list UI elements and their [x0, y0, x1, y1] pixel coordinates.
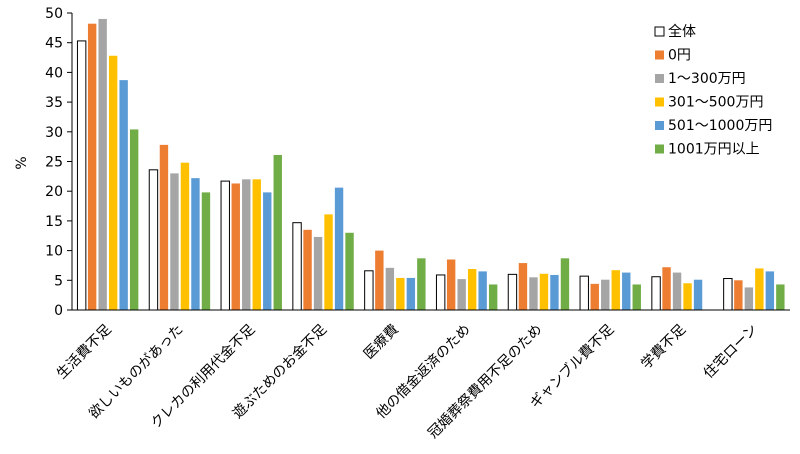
bar-3-10 [744, 287, 754, 310]
bar-6-5 [417, 258, 426, 310]
y-tick-label: 5 [54, 273, 63, 289]
legend-label: 0円 [668, 48, 691, 64]
bar-4-9 [683, 283, 692, 310]
bar-3-8 [601, 279, 610, 310]
bar-1-5 [364, 270, 374, 311]
legend-label: 1001万円以上 [668, 142, 760, 158]
bar-1-10 [723, 278, 733, 311]
bar-2-3 [231, 183, 240, 310]
bar-2-4 [303, 229, 312, 310]
bar-5-3 [263, 192, 272, 310]
bar-6-6 [488, 284, 498, 310]
bar-6-7 [560, 258, 570, 310]
bar-3-1 [98, 18, 107, 310]
y-tick-label: 0 [54, 303, 63, 319]
y-axis-label: % [14, 156, 30, 169]
bar-2-7 [518, 263, 528, 310]
bar-5-9 [693, 279, 703, 310]
bar-5-1 [119, 80, 128, 310]
bar-1-9 [651, 276, 661, 311]
y-tick-label: 40 [45, 65, 63, 81]
bar-5-5 [406, 277, 416, 310]
bar-6-2 [201, 192, 211, 310]
y-tick-label: 30 [45, 125, 63, 141]
y-tick-label: 50 [45, 6, 63, 22]
bar-3-6 [457, 279, 466, 310]
x-tick-label: 住宅ローン [701, 322, 761, 382]
bar-3-2 [170, 173, 179, 310]
bar-4-10 [755, 268, 764, 310]
legend-swatch [655, 121, 664, 130]
y-tick-label: 20 [45, 184, 63, 200]
bar-6-4 [345, 232, 354, 310]
bar-1-8 [579, 275, 589, 311]
legend-label: 501～1000万円 [668, 118, 772, 134]
bar-3-9 [672, 272, 682, 310]
bar-2-2 [159, 144, 169, 310]
bar-1-2 [148, 169, 159, 311]
bar-4-6 [467, 269, 477, 310]
legend-label: 1～300万円 [668, 71, 746, 87]
bar-2-10 [734, 280, 743, 310]
bar-3-7 [529, 277, 538, 310]
bar-1-4 [292, 222, 302, 311]
bar-4-4 [324, 214, 333, 310]
bar-4-8 [611, 270, 620, 310]
legend-swatch [654, 26, 665, 37]
bar-1-7 [507, 273, 518, 311]
x-tick-label: 学費不足 [638, 322, 689, 373]
bar-1-6 [435, 274, 446, 311]
legend-swatch [655, 74, 664, 83]
y-tick-label: 10 [45, 244, 63, 260]
y-tick-label: 45 [45, 36, 63, 52]
bar-4-1 [108, 55, 118, 310]
bar-6-8 [632, 284, 641, 310]
bar-4-2 [180, 162, 190, 310]
y-tick-label: 25 [45, 155, 63, 171]
bar-2-5 [375, 250, 384, 310]
bar-5-6 [478, 271, 487, 310]
legend-label: 全体 [668, 23, 696, 40]
bar-3-3 [242, 179, 251, 310]
x-tick-label: 医療費 [360, 321, 402, 363]
bar-2-6 [446, 259, 456, 310]
legend: 全体 0円 1～300万円 301～500万円 501～1000万円 1001万円以上 [654, 23, 772, 158]
bar-3-5 [385, 267, 395, 310]
bar-5-4 [334, 187, 344, 310]
bars [76, 18, 785, 311]
bar-3-4 [313, 236, 323, 310]
x-tick-label: 生活費不足 [54, 322, 115, 383]
legend-swatch [655, 144, 664, 154]
bar-1-1 [76, 40, 87, 311]
bar-5-10 [765, 271, 775, 310]
bar-4-7 [539, 273, 549, 310]
legend-swatch [655, 97, 664, 107]
bar-5-2 [191, 178, 200, 310]
bar-6-3 [273, 154, 282, 310]
bar-4-5 [396, 277, 405, 310]
bar-2-1 [87, 23, 97, 311]
y-tick-label: 15 [45, 214, 63, 230]
bar-2-8 [590, 283, 599, 310]
bar-6-1 [129, 129, 139, 310]
bar-2-9 [662, 267, 671, 310]
y-axis: 0 5 10 15 20 25 30 35 40 45 50 [45, 6, 73, 319]
legend-swatch [655, 50, 664, 60]
legend-label: 301～500万円 [668, 95, 763, 111]
bar-1-3 [220, 180, 230, 311]
y-tick-label: 35 [45, 95, 63, 111]
bar-5-8 [622, 272, 631, 310]
bar-5-7 [550, 274, 559, 310]
bar-6-10 [776, 284, 785, 310]
bar-4-3 [252, 179, 261, 310]
